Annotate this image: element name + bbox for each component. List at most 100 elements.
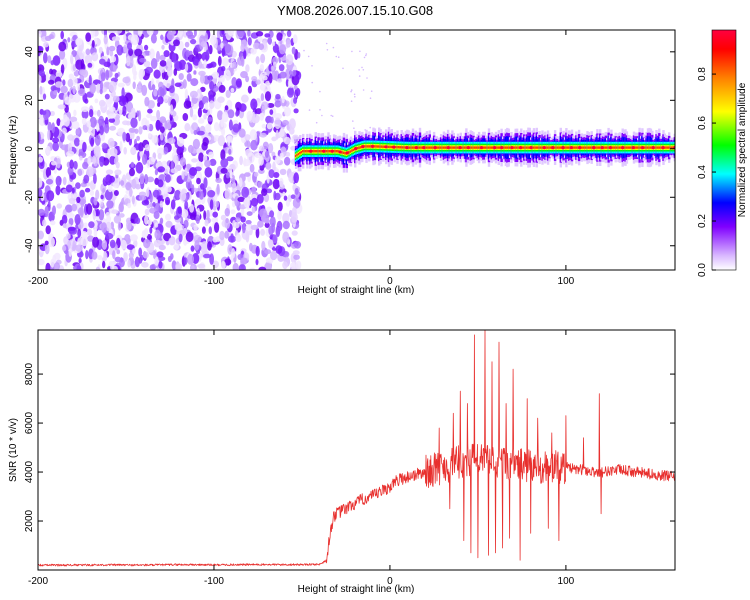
noise-blob [68, 197, 76, 205]
noise-blob [75, 182, 81, 190]
noise-blob [269, 109, 274, 115]
noise-region [38, 30, 373, 270]
carrier-band [573, 146, 576, 149]
noise-blob [224, 188, 231, 200]
carrier-band [635, 146, 638, 149]
noise-blob [135, 183, 141, 190]
carrier-band [546, 146, 550, 149]
snr-y-label: SNR (10 * v/v) [8, 418, 19, 482]
carrier-peak-dot [384, 145, 388, 149]
carrier-band [435, 146, 439, 149]
noise-blob [130, 161, 135, 168]
noise-blob [173, 39, 180, 47]
noise-blob [275, 245, 283, 254]
noise-blob [243, 50, 247, 60]
noise-blob [62, 176, 67, 186]
carrier-band [596, 146, 599, 149]
carrier-peak-dot [592, 146, 596, 150]
noise-blob [88, 221, 95, 229]
noise-blob [225, 90, 231, 98]
carrier-peak-dot [510, 146, 514, 150]
noise-blob [253, 171, 259, 177]
noise-blob [218, 84, 226, 93]
noise-blob [78, 257, 82, 264]
noise-blob [228, 119, 233, 131]
noise-blob [227, 244, 233, 255]
noise-blob [203, 114, 207, 120]
carrier-band [572, 146, 575, 149]
noise-blob [127, 42, 132, 50]
carrier-band [341, 151, 344, 154]
noise-blob [174, 215, 180, 220]
noise-blob [134, 256, 140, 268]
noise-blob [282, 231, 290, 243]
noise-blob [149, 48, 155, 60]
carrier-band [456, 146, 460, 149]
noise-blob [178, 73, 184, 80]
noise-blob [207, 190, 216, 198]
noise-blob [217, 55, 222, 67]
noise-blob [64, 96, 72, 105]
noise-blob [38, 230, 44, 240]
noise-blob [250, 197, 259, 207]
carrier-band [515, 146, 519, 149]
carrier-band [294, 154, 298, 158]
noise-blob [207, 116, 213, 122]
carrier-band [428, 146, 431, 149]
noise-speck [321, 114, 323, 117]
carrier-band [558, 146, 561, 149]
noise-blob [120, 180, 125, 186]
noise-blob [163, 50, 170, 58]
noise-blob [293, 254, 300, 260]
noise-blob [38, 70, 45, 77]
noise-blob [92, 209, 97, 221]
noise-speck [330, 114, 333, 117]
noise-blob [203, 177, 208, 189]
noise-blob [93, 173, 97, 184]
noise-blob [118, 202, 124, 213]
noise-blob [48, 236, 55, 248]
noise-blob [271, 136, 277, 142]
spectrogram-y-label: Frequency (Hz) [8, 116, 19, 185]
carrier-band [535, 146, 538, 149]
noise-blob [102, 187, 106, 193]
noise-blob [256, 194, 264, 204]
noise-blob [83, 222, 88, 229]
noise-blob [235, 110, 240, 117]
noise-blob [250, 224, 259, 231]
noise-blob [232, 123, 240, 133]
noise-blob [154, 229, 161, 240]
carrier-band [627, 146, 630, 149]
noise-blob [107, 113, 115, 119]
carrier-band [394, 145, 398, 149]
noise-blob [73, 109, 77, 117]
carrier-band [442, 146, 446, 149]
noise-blob [48, 34, 54, 40]
noise-blob [73, 93, 81, 103]
noise-blob [224, 43, 232, 54]
noise-blob [249, 267, 256, 270]
carrier-band [537, 146, 540, 149]
noise-blob [72, 76, 78, 86]
carrier-peak-dot [519, 146, 523, 150]
noise-blob [260, 93, 265, 102]
noise-blob [166, 31, 175, 41]
carrier-band [439, 146, 443, 149]
carrier-band [644, 146, 647, 149]
spectrogram-x-tick-label: -100 [204, 276, 224, 287]
noise-blob [63, 116, 70, 127]
carrier-band [397, 146, 401, 149]
carrier-band [503, 146, 506, 149]
noise-blob [38, 73, 42, 85]
carrier-band [300, 151, 303, 154]
noise-blob [174, 82, 182, 88]
carrier-band [523, 146, 526, 149]
noise-blob [86, 120, 91, 128]
carrier-band [590, 146, 593, 149]
noise-blob [189, 167, 198, 176]
carrier-band [653, 146, 657, 149]
carrier-band [368, 145, 371, 148]
noise-blob [72, 85, 76, 95]
noise-blob [246, 140, 251, 149]
carrier-band [589, 146, 592, 149]
